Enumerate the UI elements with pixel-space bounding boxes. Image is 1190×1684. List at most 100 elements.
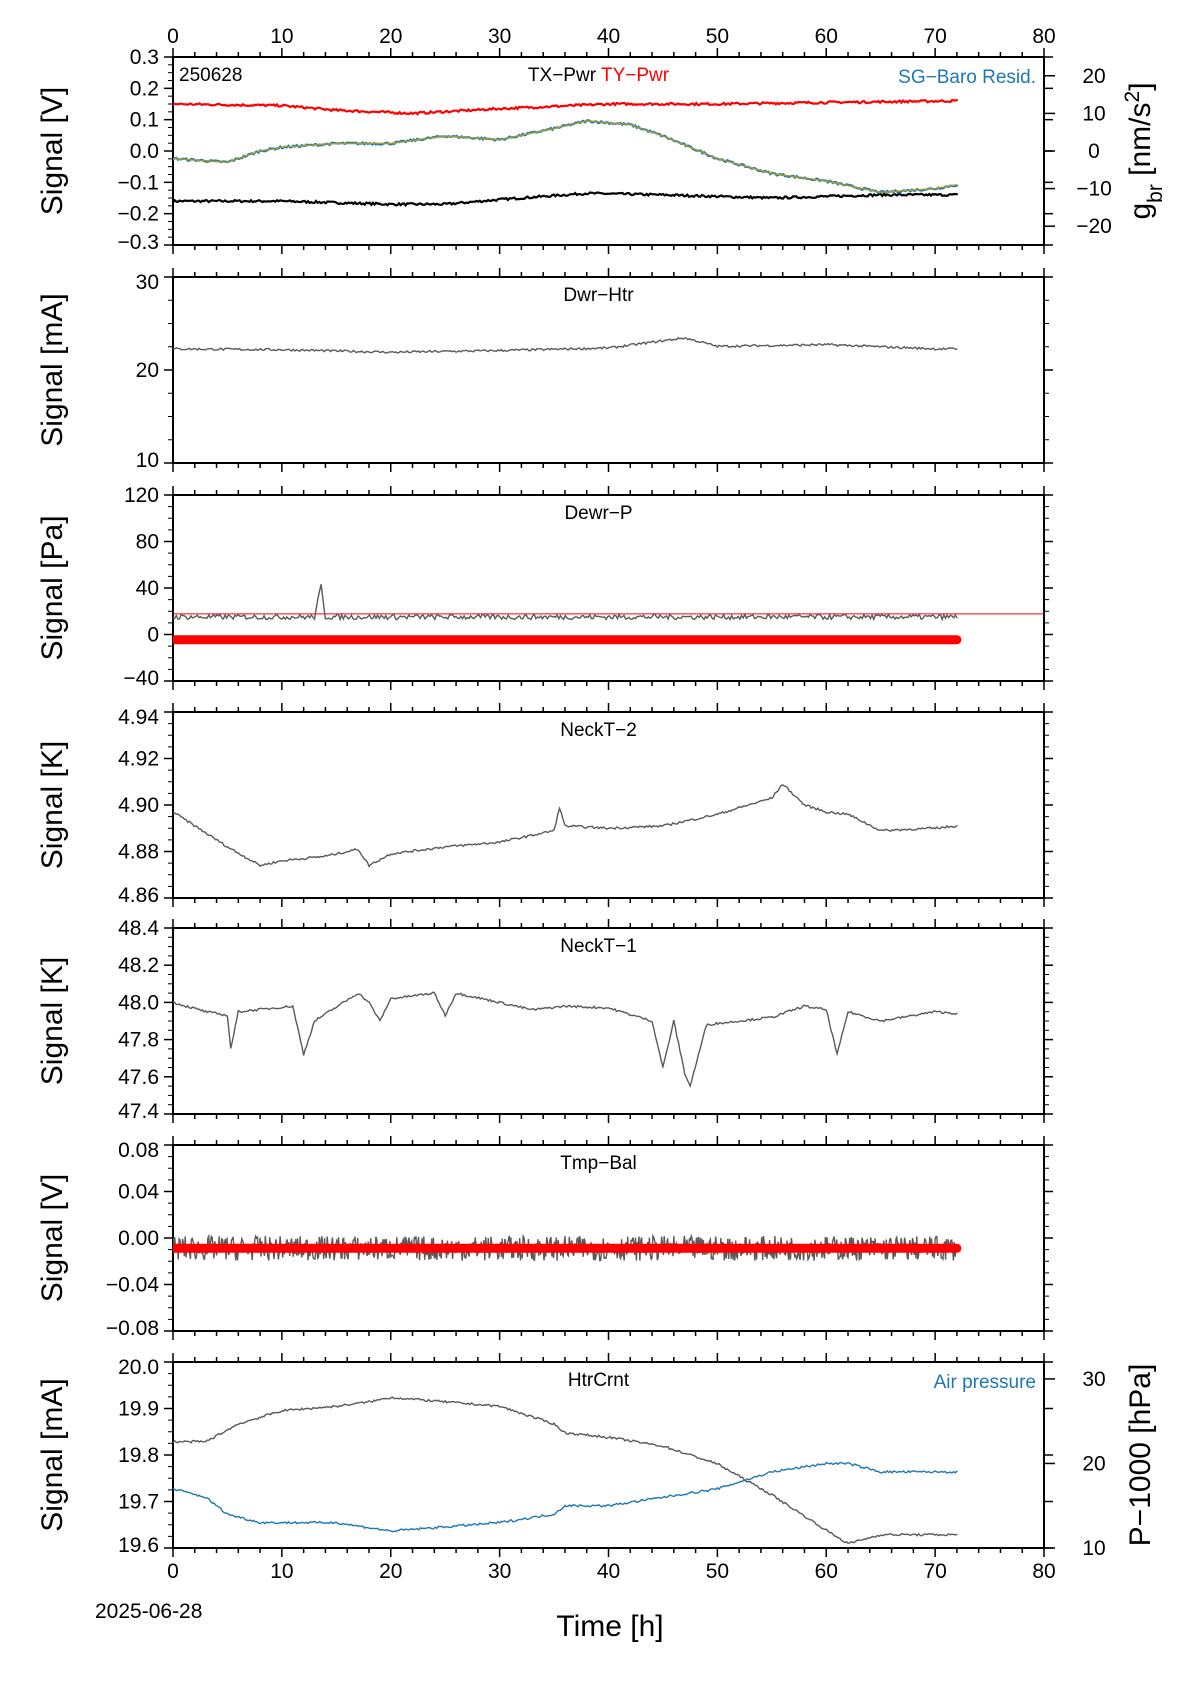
y-tick-label: 4.92 — [118, 748, 159, 771]
x-tick-label-top: 20 — [379, 25, 402, 48]
y-tick-label: 0.0 — [130, 140, 159, 163]
panel-p2: 30 20 10 Signal [mA] Dwr−Htr — [36, 268, 1053, 472]
y-tick-label: −0.04 — [106, 1274, 159, 1297]
x-tick-label-bottom: 70 — [923, 1560, 946, 1583]
x-tick-label-top: 0 — [167, 25, 179, 48]
series-group — [173, 991, 958, 1088]
y-tick-label: 30 — [136, 271, 159, 294]
y2-tick-label: 20 — [1082, 1452, 1105, 1475]
panel-p6: 0.08 0.04 0.00 −0.04 −0.08 Signal [V] Tmp−Bal — [36, 1136, 1053, 1340]
y-axis-label: Signal [mA] — [36, 1378, 69, 1531]
panel-p5: 48.4 48.2 48.0 47.8 47.6 47.4 Signal [K] NeckT−… — [36, 917, 1053, 1123]
x-tick-label-top: 60 — [815, 25, 838, 48]
y-tick-label: 47.4 — [118, 1100, 159, 1123]
date-label: 2025-06-28 — [95, 1600, 202, 1623]
panel-p1: 0 10 20 30 40 50 60 70 80 0.3 0.2 0.1 0.0 −0.1 −0.2 −0.… — [36, 25, 1167, 254]
y-tick-label: 120 — [124, 484, 159, 507]
series-line — [173, 784, 958, 868]
panel-title: Dwr−Htr — [563, 285, 634, 306]
series-line — [173, 98, 958, 116]
y2-tick-label: 20 — [1082, 65, 1105, 88]
y-tick-label: 0.00 — [118, 1227, 159, 1250]
y-tick-label: 20.0 — [118, 1356, 159, 1379]
y2-tick-label: 0 — [1088, 140, 1100, 163]
series-line — [173, 336, 958, 354]
y-tick-label: 0.2 — [130, 77, 159, 100]
x-tick-label-bottom: 20 — [379, 1560, 402, 1583]
plot-frame — [172, 494, 1045, 682]
plot-frame — [172, 711, 1045, 899]
series-line — [173, 991, 958, 1088]
y-tick-label: 19.8 — [118, 1444, 159, 1467]
y-tick-label: 47.6 — [118, 1066, 159, 1089]
plot-frame — [172, 276, 1045, 464]
panel-title: HtrCrnt — [568, 1370, 630, 1391]
y2-tick-label: 10 — [1082, 1537, 1105, 1560]
panel-tag: 250628 — [179, 65, 242, 86]
x-tick-label-top: 30 — [488, 25, 511, 48]
y-tick-label: 48.4 — [118, 917, 159, 940]
plot-frame — [172, 927, 1045, 1115]
panel-annotation: Air pressure — [934, 1372, 1036, 1393]
y-axis-label: Signal [V] — [36, 1174, 69, 1302]
series-fit-line — [173, 120, 958, 194]
y-tick-label: −0.08 — [106, 1317, 159, 1340]
x-axis-label: Time [h] — [556, 1610, 663, 1643]
y2-axis-label: P−1000 [hPa] — [1124, 1364, 1157, 1547]
x-tick-label-top: 10 — [270, 25, 293, 48]
y-axis-label: Signal [K] — [36, 957, 69, 1085]
y-tick-label: 0.1 — [130, 109, 159, 132]
y2-tick-label: 10 — [1082, 102, 1105, 125]
y2-tick-label: −20 — [1076, 215, 1112, 238]
y-tick-label: 4.90 — [118, 794, 159, 817]
y-tick-label: 4.94 — [118, 706, 159, 729]
panel-p7: 0 10 20 30 40 50 60 70 80 20.0 19.9 19.8 19.7 19.6 30 2… — [36, 1353, 1157, 1583]
panel-p3: 120 80 40 0 −40 Signal [Pa] Dewr−P — [36, 484, 1053, 690]
y-tick-label: 48.2 — [118, 954, 159, 977]
y-tick-label: −0.3 — [118, 231, 159, 254]
legend-ty: TY−Pwr — [601, 65, 670, 86]
x-tick-label-bottom: 40 — [597, 1560, 620, 1583]
series-group — [173, 336, 958, 354]
series-line — [173, 191, 958, 207]
y-tick-label: 4.88 — [118, 841, 159, 864]
panel-title: NeckT−2 — [560, 720, 637, 741]
panels: 0 10 20 30 40 50 60 70 80 0.3 0.2 0.1 0.0 −0.1 −0.2 −0.… — [36, 25, 1167, 1583]
y-axis-label: Signal [Pa] — [36, 515, 69, 660]
panel-title: TX−Pwr TY−Pwr — [528, 65, 670, 86]
x-tick-label-bottom: 10 — [270, 1560, 293, 1583]
y-tick-label: 80 — [136, 531, 159, 554]
panel-p4: 4.94 4.92 4.90 4.88 4.86 Signal [K] NeckT−2 — [36, 703, 1053, 907]
series-group — [173, 1396, 958, 1545]
y-tick-label: −0.1 — [118, 171, 159, 194]
panel-annotation: SG−Baro Resid. — [898, 67, 1036, 88]
y-axis-label: Signal [mA] — [36, 293, 69, 446]
plot-frame — [172, 1361, 1045, 1549]
x-tick-label-bottom: 30 — [488, 1560, 511, 1583]
plot-frame — [172, 1144, 1045, 1332]
series-group — [173, 1233, 962, 1262]
y-axis-label: Signal [V] — [36, 87, 69, 215]
x-tick-label-top: 70 — [923, 25, 946, 48]
y-tick-label: 10 — [136, 449, 159, 472]
y-tick-label: 19.7 — [118, 1491, 159, 1514]
legend-tx: TX−Pwr — [528, 65, 597, 86]
series-group — [173, 784, 958, 868]
y-tick-label: 0 — [147, 624, 159, 647]
series-line — [173, 1461, 958, 1533]
panel-title: Dewr−P — [564, 503, 632, 524]
x-tick-label-top: 80 — [1032, 25, 1055, 48]
y2-tick-label: −10 — [1076, 178, 1112, 201]
series-line — [173, 584, 958, 622]
y2-tick-label: 30 — [1082, 1368, 1105, 1391]
y-tick-label: 20 — [136, 359, 159, 382]
panel-title: Tmp−Bal — [560, 1153, 637, 1174]
panel-title: NeckT−1 — [560, 936, 637, 957]
y-tick-label: 4.86 — [118, 884, 159, 907]
y-tick-label: −0.2 — [118, 203, 159, 226]
x-tick-label-top: 50 — [706, 25, 729, 48]
x-tick-label-bottom: 0 — [167, 1560, 179, 1583]
plot-frame — [172, 56, 1045, 246]
y-tick-label: 0.3 — [130, 46, 159, 69]
